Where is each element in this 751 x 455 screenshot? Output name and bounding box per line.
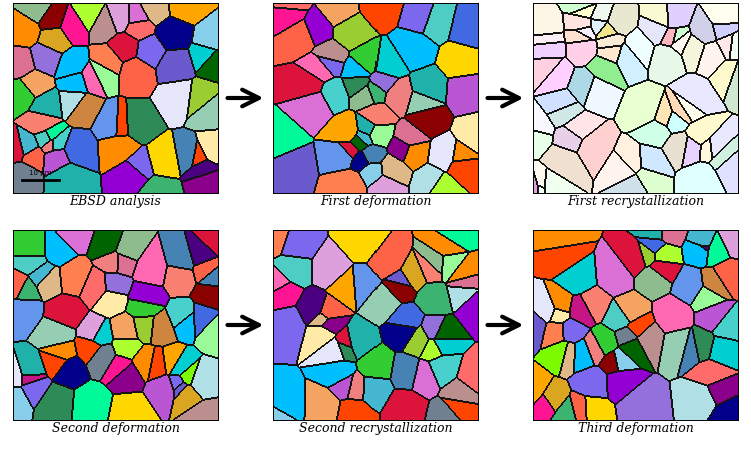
Text: EBSD analysis: EBSD analysis (70, 195, 161, 208)
Text: Second deformation: Second deformation (52, 422, 179, 435)
Text: First deformation: First deformation (320, 195, 431, 208)
Text: 10 μm: 10 μm (29, 171, 51, 177)
Text: Third deformation: Third deformation (578, 422, 693, 435)
Text: Second recrystallization: Second recrystallization (299, 422, 452, 435)
Text: First recrystallization: First recrystallization (567, 195, 704, 208)
